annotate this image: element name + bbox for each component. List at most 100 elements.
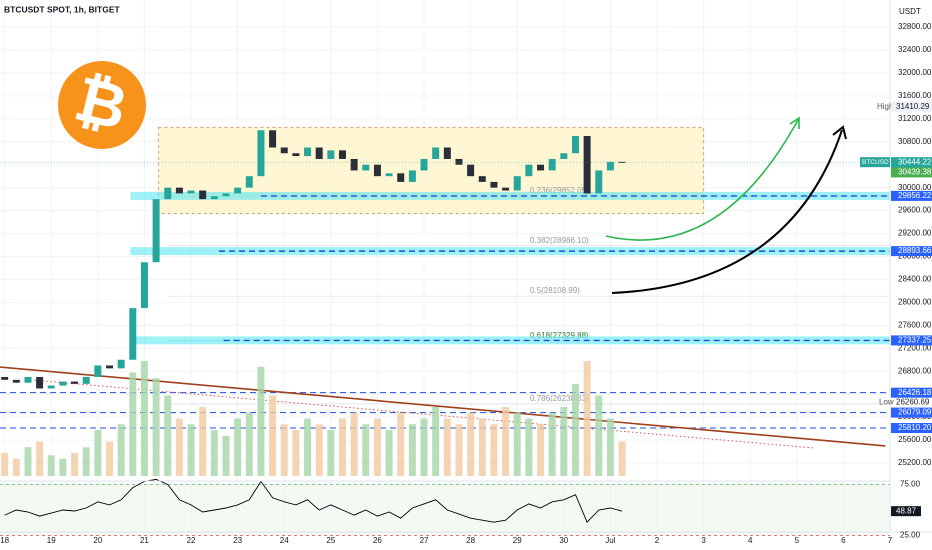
volume-bar (362, 424, 370, 476)
volume-bar (234, 418, 242, 476)
volume-bar (571, 384, 579, 476)
volume-bar (292, 430, 300, 476)
x-tick-label: 5 (795, 536, 800, 545)
level-zone (130, 191, 891, 200)
last-name: BTCUSDT (862, 159, 893, 166)
level-label: 27337.25 (898, 336, 932, 345)
volume-bar (502, 407, 510, 476)
volume-bar (560, 407, 568, 476)
candle-body (408, 170, 416, 182)
volume-bar (59, 458, 67, 476)
candle-body (280, 147, 288, 154)
candle-body (548, 158, 556, 171)
x-tick-label: 6 (841, 536, 846, 545)
green-arrow-head (789, 116, 800, 129)
rsi-line (4, 478, 623, 524)
y-tick-label: 30800.00 (898, 137, 932, 146)
x-tick-label: 26 (373, 536, 382, 545)
plot: 0.236(29852.05) 0.382(28986.10) 0.5(28108.… (0, 0, 891, 536)
y-tick-label: 29200.00 (898, 229, 932, 238)
volume-bar (210, 430, 218, 476)
volume-bar (106, 441, 113, 476)
candle-body (455, 158, 463, 165)
candle-body (140, 262, 148, 309)
candle-body (513, 176, 521, 191)
candle-body (467, 164, 475, 177)
x-tick-label: 7 (888, 536, 893, 545)
volume-bar (71, 453, 79, 476)
candle-body (117, 359, 125, 369)
candle-body (606, 161, 614, 171)
level-tag (891, 246, 932, 257)
volume-bar (304, 418, 312, 476)
level-tag (891, 335, 932, 346)
candle-body (478, 176, 486, 182)
level-tag (891, 423, 932, 434)
level-tag (891, 387, 932, 398)
x-tick-label: 4 (748, 536, 753, 545)
volume-bar (455, 424, 463, 476)
candle-body (502, 187, 510, 191)
x-tick-label: 22 (187, 536, 196, 545)
dotted-line (30, 379, 816, 449)
fib-label: 0.786(26230.63) (530, 394, 589, 403)
level-label: 26079.09 (898, 408, 932, 417)
low-value: 26260.69 (896, 397, 930, 406)
volume-bar (117, 424, 125, 476)
x-tick-label: 30 (559, 536, 568, 545)
last-name-tag (860, 157, 890, 168)
candle-body (397, 173, 405, 182)
y-tick-label: 27600.00 (898, 320, 932, 329)
candle-body (47, 385, 55, 389)
candle-body (292, 153, 300, 157)
volume-bar (443, 418, 451, 476)
volume-bar (269, 395, 277, 476)
y-tick-label: 31600.00 (898, 91, 932, 100)
bitcoin-logo: ₿ (58, 61, 146, 149)
chart-title: BTCUSDT SPOT, 1h, BITGET (4, 4, 121, 14)
volume-bar (152, 378, 160, 476)
y-tick-label: 32800.00 (898, 22, 932, 31)
volume-bar (187, 424, 195, 476)
candle-body (94, 365, 102, 377)
volume-bar (385, 430, 393, 476)
fib-label: 0.5(28108.99) (530, 286, 580, 295)
volume-bar (513, 412, 521, 476)
black-arrow-head (832, 125, 847, 140)
volume-bar (583, 361, 591, 476)
volume-bar (327, 430, 335, 476)
price-axis (890, 0, 932, 550)
high-tag (891, 101, 932, 112)
green-arrow (605, 119, 799, 241)
volume-bar (618, 441, 626, 476)
volume-bar (94, 430, 102, 476)
candle-body (164, 187, 172, 200)
x-tick-label: 20 (93, 536, 102, 545)
low-name: Low (879, 397, 894, 406)
volume-bar (24, 447, 32, 476)
volume-bar (397, 412, 405, 476)
candle-body (36, 376, 44, 389)
volume-bar (47, 455, 55, 476)
candle-body (71, 381, 79, 384)
volume-bar (350, 412, 358, 476)
level-label: 26426.18 (898, 388, 932, 397)
level-zone (130, 336, 891, 345)
volume-bar (140, 361, 148, 476)
rsi-tick-label: 75.00 (900, 480, 921, 489)
volume-bar (280, 424, 288, 476)
volume-bar (478, 418, 486, 476)
range-box (157, 126, 705, 214)
candle-body (338, 150, 346, 159)
y-tick-label: 25200.00 (898, 458, 932, 467)
high-value: 31410.29 (896, 102, 930, 111)
x-tick-label: 19 (47, 536, 56, 545)
x-tick-label: 28 (466, 536, 475, 545)
candle-body (327, 150, 335, 159)
rsi-tick-label: 25.00 (900, 531, 921, 540)
volume-bar (537, 424, 545, 476)
y-tick-label: 32400.00 (898, 45, 932, 54)
rsi-last: 48.87 (896, 506, 917, 515)
candle-body (187, 190, 195, 194)
